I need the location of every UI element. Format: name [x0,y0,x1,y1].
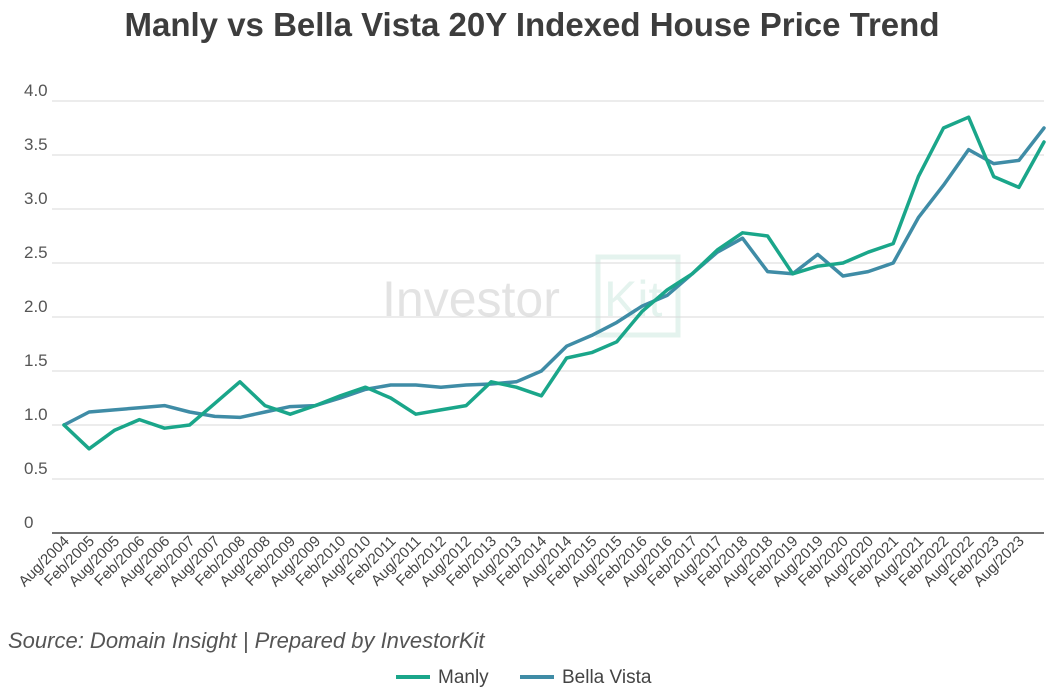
x-axis: Aug/2004Feb/2005Aug/2005Feb/2006Aug/2006… [15,533,1027,590]
y-tick-label: 2.5 [24,243,48,262]
chart: Manly vs Bella Vista 20Y Indexed House P… [0,0,1056,689]
y-tick-label: 0 [24,513,33,532]
y-tick-label: 3.5 [24,135,48,154]
y-tick-label: 4.0 [24,81,48,100]
y-tick-label: 3.0 [24,189,48,208]
y-tick-label: 1.0 [24,405,48,424]
y-tick-label: 0.5 [24,459,48,478]
legend: Manly Bella Vista [396,667,652,688]
legend-manly-label: Manly [438,667,489,688]
source-note: Source: Domain Insight | Prepared by Inv… [8,628,485,653]
y-tick-label: 1.5 [24,351,48,370]
legend-bella-vista-label: Bella Vista [562,667,652,688]
watermark-kit-text: Kit [604,271,662,327]
y-axis: 0 0.5 1.0 1.5 2.0 2.5 3.0 3.5 4.0 [24,81,48,532]
chart-title: Manly vs Bella Vista 20Y Indexed House P… [125,6,940,43]
watermark-text: Investor [382,271,560,327]
y-tick-label: 2.0 [24,297,48,316]
